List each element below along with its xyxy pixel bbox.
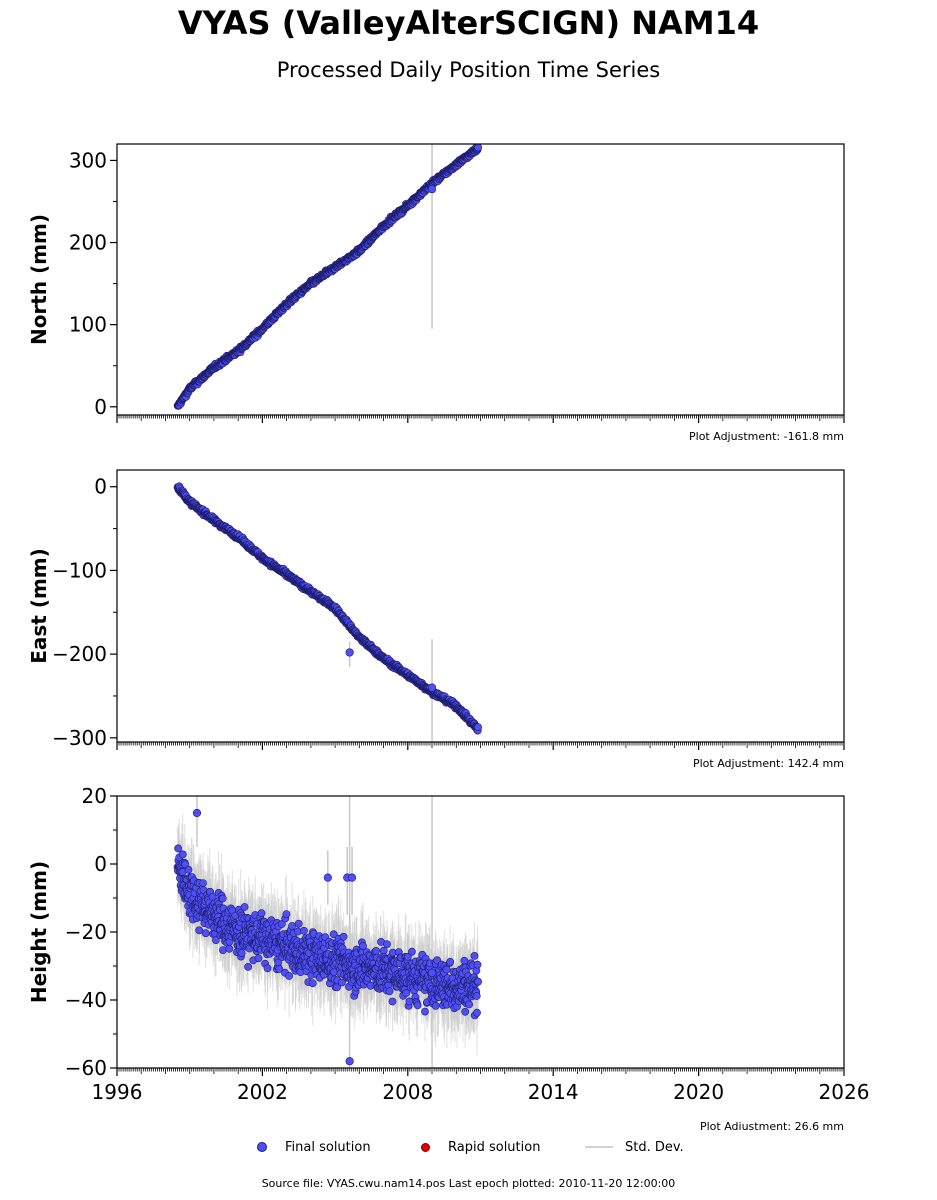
north-axes-frame [116, 143, 845, 416]
east-data [173, 482, 482, 742]
panel-north: 0 100 200 300 North (mm) Plot Adjustment: -16… [27, 143, 845, 443]
north-plot-adjustment: Plot Adjustment: -161.8 mm [689, 430, 844, 443]
east-y-axis-label: East (mm) [27, 548, 51, 664]
y-tick-label: 100 [69, 313, 107, 337]
y-tick-label: −100 [52, 558, 107, 582]
east-y-axis: −300 −200 −100 0 East (mm) [27, 475, 117, 750]
north-final-points [173, 144, 482, 410]
final-solution-point-outlier [427, 185, 437, 194]
final-solution-point-outlier [427, 683, 437, 692]
east-x-axis [116, 742, 845, 750]
north-y-axis-label: North (mm) [27, 214, 51, 345]
final-solution-point [474, 144, 482, 152]
y-tick-label: 300 [69, 148, 107, 172]
final-solution-point [474, 723, 482, 731]
y-tick-label: 0 [94, 395, 107, 419]
y-tick-label: −300 [52, 726, 107, 750]
final-solution-point-outlier [345, 648, 354, 657]
y-tick-label: 0 [94, 475, 107, 499]
chart-subtitle: Processed Daily Position Time Series [276, 58, 661, 82]
north-data [173, 144, 482, 410]
east-final-points [173, 482, 482, 735]
north-x-axis [116, 415, 845, 423]
east-axes-frame [116, 469, 845, 743]
y-tick-label: −200 [52, 642, 107, 666]
time-series-chart: 0 100 200 300 North (mm) Plot Adjustment: -16… [27, 143, 869, 1130]
y-tick-label: 200 [69, 231, 107, 255]
north-y-axis: 0 100 200 300 North (mm) [27, 148, 117, 419]
chart-title: VYAS (ValleyAlterSCIGN) NAM14 [177, 4, 760, 42]
